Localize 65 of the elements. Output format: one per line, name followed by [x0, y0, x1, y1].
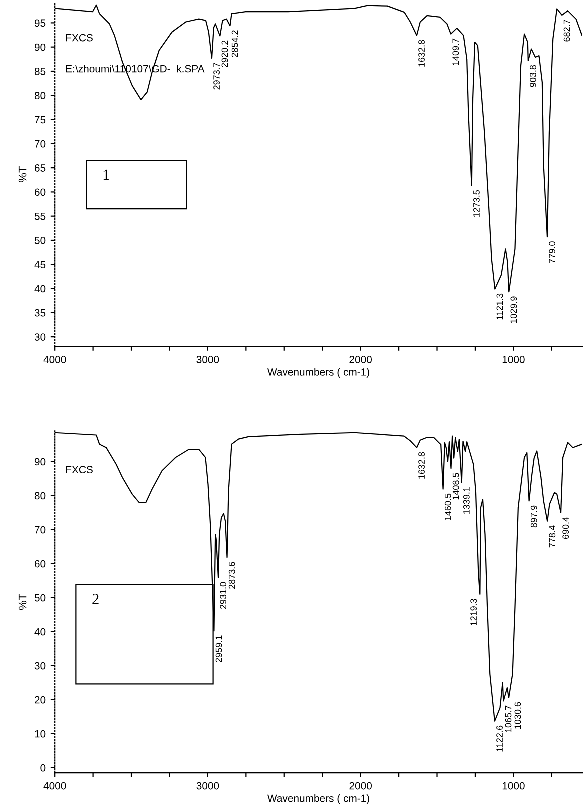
x-axis-title: Wavenumbers ( cm-1) [268, 368, 370, 378]
y-tick-label: 95 [34, 20, 46, 28]
annotation: 1408.5 [452, 473, 460, 500]
x-tick-label: 4000 [44, 782, 66, 790]
annotation: 2920.2 [222, 40, 228, 68]
y-tick-label: 40 [34, 628, 46, 636]
y-tick-label: 80 [34, 92, 46, 100]
y-tick-label: 60 [35, 188, 46, 196]
x-tick-label: 1000 [502, 356, 525, 364]
y-tick-label: 50 [34, 236, 46, 244]
y-tick-label: 30 [34, 334, 46, 341]
annotation: 1409.7 [452, 38, 460, 66]
y-tick-label: 20 [34, 696, 46, 704]
y-tick-label: 0 [40, 764, 46, 772]
annotation: 1339.1 [463, 487, 470, 514]
annotation: 1460.5 [444, 494, 452, 520]
annotation: 779.0 [549, 242, 556, 264]
annotation: FXCS [66, 466, 93, 474]
y-tick-label: 10 [35, 730, 46, 738]
y-tick-label: 35 [34, 309, 46, 317]
x-tick-label: 2000 [350, 782, 372, 790]
annotation: 2959.1 [216, 636, 222, 663]
y-tick-label: 70 [35, 140, 46, 148]
annotation: 903.8 [530, 65, 536, 88]
annotation: 1121.3 [496, 294, 504, 320]
x-tick-label: 2000 [350, 356, 372, 364]
y-tick-label: 90 [34, 44, 46, 52]
annotation: 1219.3 [470, 599, 477, 626]
x-tick-label: 3000 [196, 356, 220, 364]
x-tick-label: 1000 [502, 782, 525, 790]
x-axis-title: Wavenumbers ( cm-1) [268, 794, 370, 804]
annotation: 2973.7 [214, 63, 220, 90]
annotation: 1 [104, 170, 110, 180]
y-tick-label: 40 [34, 285, 46, 293]
y-axis-title: %T [18, 166, 27, 183]
annotation: 1029.9 [510, 296, 518, 324]
annotation: 682.7 [564, 20, 570, 42]
annotation: 1030.6 [514, 702, 522, 729]
y-tick-label: 90 [34, 458, 46, 466]
y-tick-label: 70 [35, 526, 46, 534]
annotation: 690.4 [562, 517, 570, 540]
y-tick-label: 30 [34, 662, 46, 670]
annotation: 2 [92, 594, 99, 604]
y-tick-label: 80 [34, 492, 46, 500]
annotation: 897.9 [530, 506, 538, 528]
annotation: 2873.6 [228, 562, 236, 590]
annotation: 1273.5 [474, 190, 480, 218]
y-tick-label: 45 [34, 261, 46, 269]
annotation: 1632.8 [418, 40, 425, 67]
y-tick-label: 50 [34, 594, 46, 602]
annotation: 2854.2 [232, 30, 238, 58]
annotation: FXCS [66, 34, 93, 42]
y-tick-label: 75 [35, 116, 46, 124]
y-tick-label: 65 [35, 164, 46, 172]
annotation: 778.4 [549, 526, 556, 548]
annotation: 2931.0 [220, 582, 227, 610]
x-tick-label: 4000 [44, 356, 66, 364]
annotation: 1065.7 [505, 706, 512, 732]
y-axis-title: %T [18, 594, 27, 610]
y-tick-label: 55 [34, 212, 46, 220]
y-tick-label: 85 [34, 68, 46, 76]
x-tick-label: 3000 [196, 782, 220, 790]
annotation: 1632.8 [418, 452, 425, 479]
annotation: 1122.6 [496, 726, 503, 752]
y-tick-label: 60 [35, 560, 46, 568]
